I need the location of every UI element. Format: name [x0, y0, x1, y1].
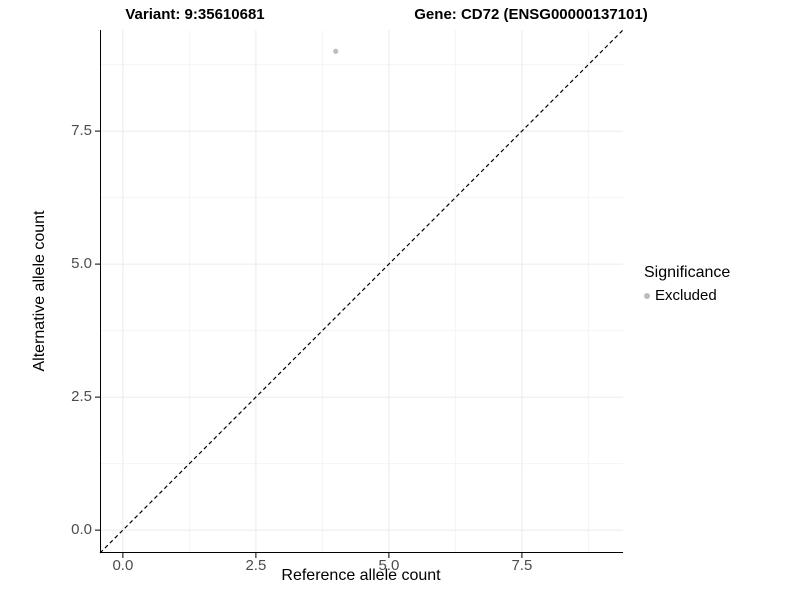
x-tick-label: 2.5 [245, 557, 267, 574]
x-tick-label: 7.5 [511, 557, 533, 574]
legend-title: Significance [644, 264, 731, 281]
point-icon [644, 292, 650, 299]
y-tick-label: 5.0 [71, 255, 92, 273]
legend-item-excluded: Excluded [644, 287, 730, 304]
plot-panel [95, 30, 624, 558]
legend-item-label: Excluded [655, 287, 717, 304]
x-tick-label: 0.0 [112, 557, 134, 574]
x-axis-title: Reference allele count [281, 567, 441, 584]
data-point-excluded [333, 48, 339, 54]
x-tick-label: 5.0 [378, 557, 400, 574]
y-tick-label: 7.5 [71, 122, 92, 140]
y-tick-label: 2.5 [71, 388, 92, 406]
legend: Significance Excluded [644, 264, 730, 304]
y-tick-label: 0.0 [71, 521, 92, 539]
y-axis-title: Alternative allele count [31, 210, 48, 372]
plot-title-gene: Gene: CD72 (ENSG00000137101) [414, 6, 648, 23]
plot-title-variant: Variant: 9:35610681 [125, 6, 265, 23]
identity-dashed-line [99, 30, 624, 554]
